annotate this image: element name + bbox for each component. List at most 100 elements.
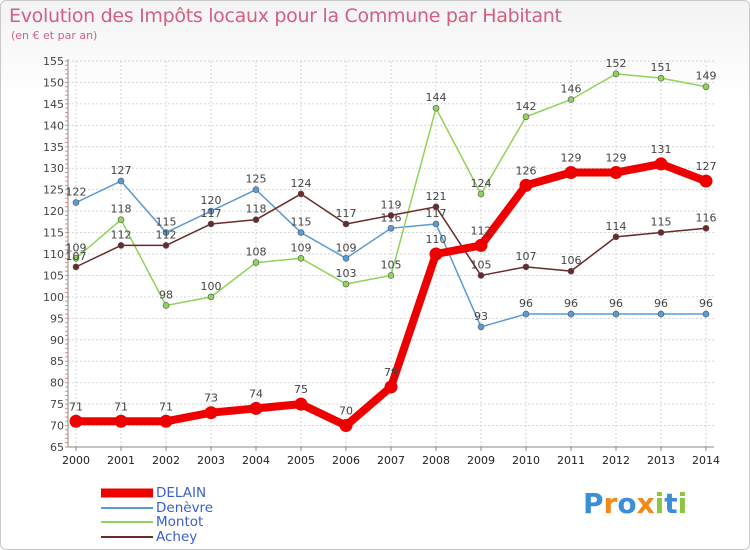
logo-letter: x: [636, 487, 655, 520]
x-tick-label: 2007: [377, 454, 405, 467]
data-label-montot: 100: [201, 280, 222, 293]
y-tick-label: 95: [50, 312, 64, 325]
data-label-montot: 98: [159, 288, 173, 301]
data-label-denevre: 93: [474, 310, 488, 323]
logo-letter: i: [654, 487, 665, 520]
data-label-denevre: 117: [426, 207, 447, 220]
data-label-delain: 75: [294, 383, 308, 396]
y-tick-label: 70: [50, 420, 64, 433]
data-label-achey: 119: [381, 198, 402, 211]
chart-subtitle: (en € et par an): [11, 29, 98, 42]
legend-swatch-delain: [101, 488, 153, 498]
data-point-denevre: [162, 229, 170, 236]
data-label-denevre: 115: [156, 216, 177, 229]
x-tick-label: 2001: [107, 454, 135, 467]
data-point-denevre: [432, 220, 440, 228]
proxiti-logo: Proxiti: [583, 487, 687, 520]
data-point-denevre: [522, 310, 530, 318]
data-label-delain: 70: [339, 405, 353, 418]
data-label-montot: 152: [606, 57, 627, 70]
data-label-denevre: 96: [609, 297, 623, 310]
legend-swatch-achey: [101, 535, 153, 538]
data-point-delain: [519, 178, 533, 192]
chart-title: Evolution des Impôts locaux pour la Comm…: [9, 5, 562, 27]
x-tick-label: 2002: [152, 454, 180, 467]
data-point-delain: [204, 406, 218, 420]
data-label-delain: 110: [426, 233, 447, 246]
data-label-delain: 71: [114, 400, 128, 413]
data-point-delain: [609, 166, 623, 180]
data-label-montot: 142: [516, 100, 537, 113]
legend-label-achey: Achey: [156, 528, 198, 545]
data-point-denevre: [657, 310, 665, 318]
x-tick-label: 2013: [647, 454, 675, 467]
data-point-montot: [207, 293, 215, 301]
data-label-denevre: 96: [654, 297, 668, 310]
data-point-montot: [72, 254, 80, 262]
data-label-denevre: 96: [564, 297, 578, 310]
data-label-achey: 112: [111, 228, 132, 241]
x-tick-label: 2005: [287, 454, 315, 467]
data-point-achey: [72, 263, 80, 271]
data-point-denevre: [207, 207, 215, 215]
data-point-delain: [69, 414, 83, 428]
data-point-delain: [654, 157, 668, 171]
y-tick-label: 130: [43, 162, 64, 175]
data-label-delain: 79: [384, 366, 398, 379]
data-point-denevre: [297, 229, 305, 236]
y-tick-label: 150: [43, 76, 64, 89]
data-label-achey: 112: [156, 228, 177, 241]
data-label-achey: 118: [246, 203, 267, 216]
data-label-montot: 144: [426, 91, 447, 104]
data-point-achey: [477, 272, 485, 279]
data-point-achey: [702, 224, 710, 232]
data-point-denevre: [702, 310, 710, 318]
y-tick-label: 145: [43, 98, 64, 111]
data-label-achey: 117: [201, 207, 222, 220]
x-tick-label: 2004: [242, 454, 270, 467]
data-point-montot: [657, 74, 665, 82]
data-label-delain: 74: [249, 387, 263, 400]
x-tick-label: 2009: [467, 454, 495, 467]
x-tick-label: 2003: [197, 454, 225, 467]
data-point-denevre: [387, 224, 395, 232]
data-label-montot: 109: [291, 241, 312, 254]
data-label-montot: 146: [561, 83, 582, 96]
data-label-achey: 116: [696, 211, 717, 224]
data-point-achey: [342, 220, 350, 228]
y-tick-label: 115: [43, 227, 64, 240]
y-tick-label: 100: [43, 291, 64, 304]
data-label-denevre: 125: [246, 173, 267, 186]
data-point-achey: [297, 190, 305, 198]
data-point-denevre: [612, 310, 620, 318]
x-tick-label: 2000: [62, 454, 90, 467]
y-tick-label: 75: [50, 398, 64, 411]
data-label-achey: 117: [336, 207, 357, 220]
data-point-delain: [474, 238, 488, 252]
logo-letter: o: [617, 487, 637, 520]
data-point-montot: [252, 259, 260, 266]
legend-swatch-montot: [101, 521, 153, 524]
data-point-achey: [657, 229, 665, 236]
data-label-achey: 107: [66, 250, 87, 263]
legend-label-delain: DELAIN: [156, 485, 207, 501]
data-label-montot: 124: [471, 177, 492, 190]
logo-letter: t: [664, 487, 678, 520]
data-label-montot: 151: [651, 61, 672, 74]
x-tick-label: 2010: [512, 454, 540, 467]
data-point-delain: [249, 401, 263, 415]
data-label-montot: 108: [246, 246, 267, 259]
y-tick-label: 105: [43, 269, 64, 282]
data-point-achey: [207, 220, 215, 228]
y-tick-label: 155: [43, 55, 64, 68]
data-point-montot: [477, 190, 485, 198]
data-point-montot: [387, 272, 395, 279]
data-label-achey: 114: [606, 220, 627, 233]
legend-label-montot: Montot: [156, 514, 204, 530]
data-point-achey: [162, 242, 170, 249]
data-label-delain: 127: [696, 160, 717, 173]
data-point-denevre: [117, 177, 125, 185]
data-point-achey: [522, 263, 530, 271]
